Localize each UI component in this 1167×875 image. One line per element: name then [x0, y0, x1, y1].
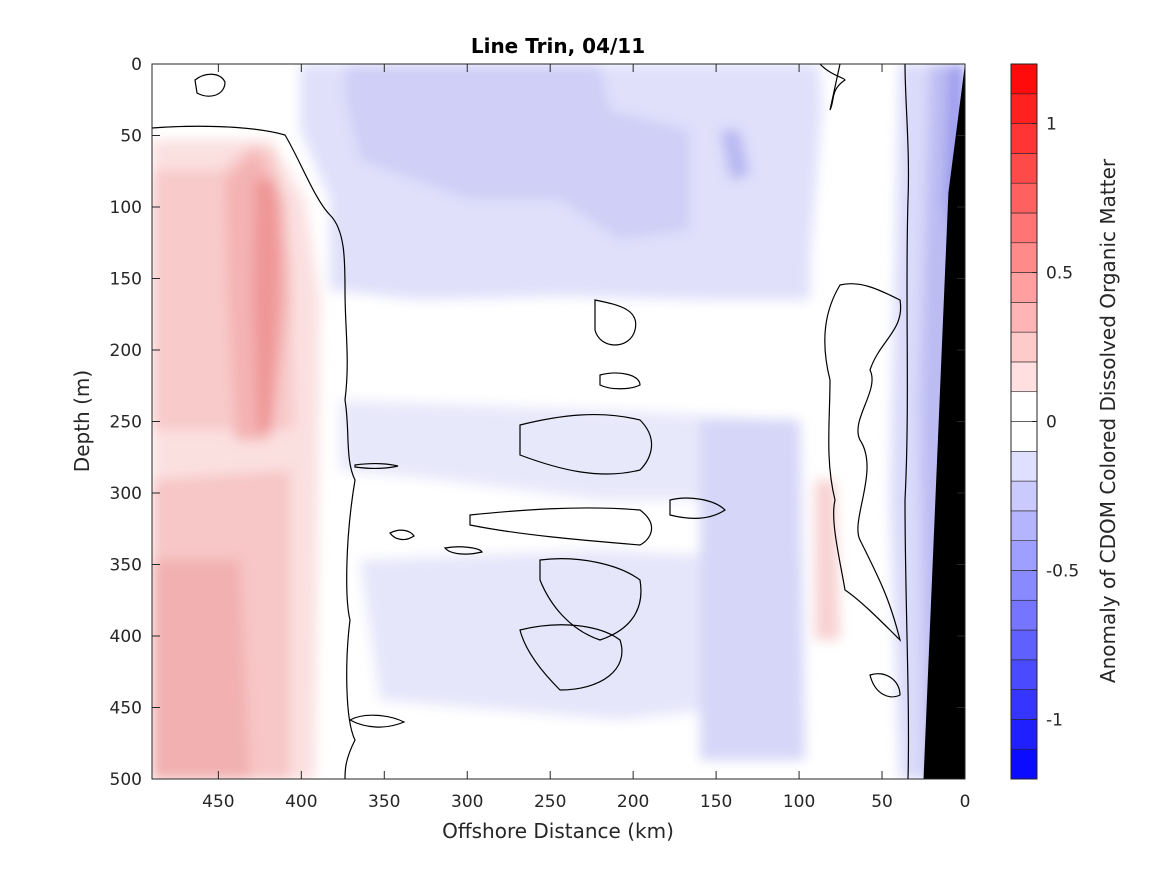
zero-contour-small-loop-1: [194, 73, 226, 97]
colorbar-tick-label: 1: [1046, 115, 1057, 135]
zero-contour-surface-loop: [819, 64, 846, 111]
colorbar-band: [1010, 123, 1038, 154]
colorbar-tick-label: -0.5: [1046, 561, 1079, 581]
colorbar-band: [1010, 480, 1038, 512]
colorbar-band: [1010, 421, 1038, 452]
x-tick-label: 300: [451, 792, 483, 812]
colorbar-tick-label: 0: [1046, 413, 1057, 433]
colorbar-band: [1010, 361, 1038, 393]
x-tick-label: 0: [960, 792, 971, 812]
y-tick-label: 500: [110, 770, 142, 790]
negative-region-lower: [360, 550, 800, 720]
y-tick-label: 50: [120, 127, 142, 147]
positive-region-core: [253, 180, 280, 430]
x-axis-label: Offshore Distance (km): [442, 819, 674, 843]
zero-contour-loop-9: [869, 673, 901, 698]
zero-contour-loop-2: [594, 299, 637, 346]
y-tick-label: 0: [131, 55, 142, 75]
colorbar-band: [1010, 63, 1038, 95]
colorbar-label: Anomaly of CDOM Colored Dissolved Organi…: [1096, 158, 1120, 683]
x-tick-label: 150: [700, 792, 732, 812]
colorbar-band: [1010, 540, 1038, 571]
negative-region-upper-inner: [345, 64, 690, 240]
zero-contour-offshore: [152, 125, 356, 779]
colorbar-band: [1010, 212, 1038, 244]
zero-contours: [152, 64, 910, 779]
colorbar-band: [1010, 629, 1038, 661]
colorbar-band: [1010, 659, 1038, 690]
zero-contour-sliver-1: [354, 463, 399, 469]
positive-region-deep-core: [152, 560, 250, 779]
x-tick-label: 100: [783, 792, 815, 812]
plot-area: 450 400 350 300 250 200 150 100 50 0 050100150200…: [110, 55, 971, 812]
colorbar-band: [1010, 242, 1038, 273]
negative-region-mid: [340, 400, 800, 500]
colorbar-band: [1010, 93, 1038, 124]
colorbar-band: [1010, 510, 1038, 541]
x-tick-label: 450: [202, 792, 234, 812]
y-tick-label: 400: [110, 627, 142, 647]
zero-contour-sliver-2: [389, 529, 415, 541]
colorbar-band: [1010, 689, 1038, 720]
zero-contour-sliver-3: [443, 546, 483, 555]
colorbar-band: [1010, 570, 1038, 601]
negative-region-spot: [720, 130, 750, 180]
colorbar-band: [1010, 272, 1038, 303]
zero-contour-loop-8: [669, 497, 726, 519]
zero-contour-coastal: [904, 64, 910, 779]
y-tick-label: 250: [110, 413, 142, 433]
zero-contour-inshore-loop: [824, 283, 902, 642]
y-tick-label: 200: [110, 341, 142, 361]
y-axis: 0 50 100 150 200 250 300 350 400 450 500: [110, 55, 965, 790]
anomaly-field: [152, 64, 965, 779]
colorbar: -1 -0.5 0 0.5 1 Anomaly of CDOM Colored Diss…: [1010, 63, 1120, 780]
x-axis: 450 400 350 300 250 200 150 100 50 0: [202, 64, 970, 812]
colorbar-band: [1010, 450, 1038, 482]
x-tick-label: 250: [534, 792, 566, 812]
y-axis-label: Depth (m): [70, 370, 94, 472]
y-tick-label: 450: [110, 699, 142, 719]
zero-contour-loop-7: [519, 624, 623, 691]
x-tick-label: 400: [285, 792, 317, 812]
y-tick-label: 350: [110, 556, 142, 576]
colorbar-band: [1010, 182, 1038, 214]
zero-contour-loop-3: [599, 372, 641, 390]
colorbar-band: [1010, 302, 1038, 333]
zero-contour-loop-6: [539, 558, 642, 641]
colorbar-band: [1010, 719, 1038, 750]
y-tick-label: 150: [110, 270, 142, 290]
colorbar-band: [1010, 748, 1038, 780]
x-tick-label: 350: [368, 792, 400, 812]
x-tick-label: 200: [617, 792, 649, 812]
colorbar-ticks: -1 -0.5 0 0.5 1: [1032, 115, 1079, 730]
chart-title: Line Trin, 04/11: [471, 34, 645, 58]
colorbar-tick-label: -1: [1046, 710, 1063, 730]
bathymetry-mask: [923, 64, 965, 779]
colorbar-band: [1010, 331, 1038, 363]
zero-contour-loop-5: [469, 507, 653, 546]
y-tick-label: 300: [110, 484, 142, 504]
x-tick-label: 50: [871, 792, 893, 812]
colorbar-bands: [1010, 63, 1038, 780]
zero-contour-loop-4: [519, 413, 653, 475]
colorbar-band: [1010, 391, 1038, 422]
colorbar-band: [1010, 153, 1038, 184]
negative-region-inshore-band: [700, 420, 805, 760]
zero-contour-sliver-4: [348, 714, 406, 728]
colorbar-band: [1010, 599, 1038, 631]
colorbar-tick-label: 0.5: [1046, 264, 1073, 284]
y-tick-label: 100: [110, 198, 142, 218]
